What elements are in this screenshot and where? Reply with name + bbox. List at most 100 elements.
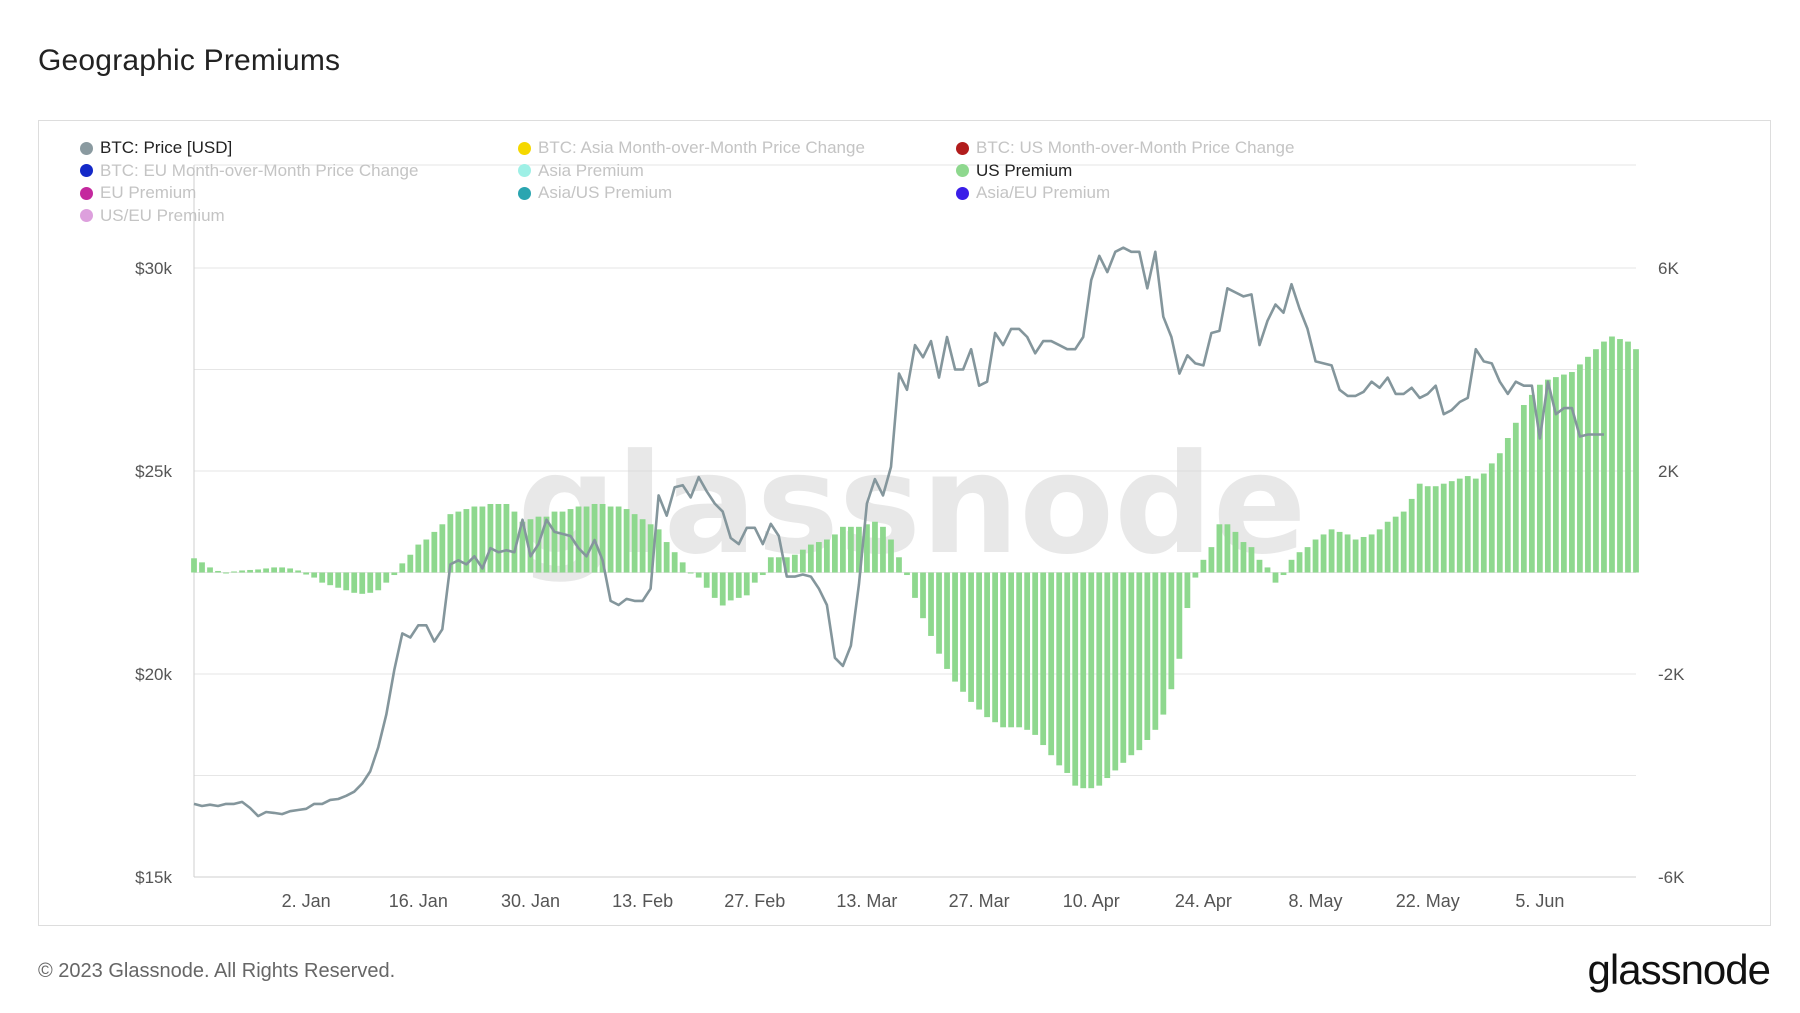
- legend-item[interactable]: EU Premium: [80, 183, 196, 203]
- us-premium-bar: [1512, 422, 1519, 573]
- legend-dot-icon: [956, 141, 969, 155]
- us-premium-bar: [479, 506, 486, 573]
- us-premium-bar: [1152, 572, 1159, 730]
- us-premium-bar: [703, 572, 710, 588]
- us-premium-bar: [1569, 372, 1575, 573]
- us-premium-bar: [1240, 542, 1247, 573]
- us-premium-bar: [495, 503, 502, 573]
- left-axis-tick-label: $25k: [135, 462, 172, 481]
- us-premium-bar: [1072, 572, 1079, 786]
- legend-item[interactable]: BTC: Price [USD]: [80, 138, 232, 158]
- us-premium-bar: [1464, 476, 1471, 573]
- us-premium-bar: [1248, 547, 1255, 573]
- us-premium-bar: [199, 562, 205, 573]
- btc-price-line: [193, 246, 1604, 818]
- us-premium-bar: [751, 572, 758, 583]
- legend-item[interactable]: US/EU Premium: [80, 206, 225, 226]
- us-premium-bar: [1304, 547, 1311, 573]
- us-premium-bar: [968, 572, 974, 702]
- us-premium-bar: [1360, 536, 1367, 573]
- us-premium-bar: [799, 549, 806, 573]
- us-premium-bar: [423, 539, 430, 573]
- us-premium-bar: [471, 506, 478, 573]
- legend-dot-icon: [518, 164, 531, 177]
- page-title: Geographic Premiums: [38, 44, 341, 77]
- legend-label: US/EU Premium: [100, 205, 225, 225]
- us-premium-bar: [1096, 572, 1103, 786]
- us-premium-bar: [1064, 572, 1071, 773]
- us-premium-bar: [271, 567, 277, 573]
- us-premium-bar: [1585, 356, 1591, 573]
- us-premium-bar: [279, 567, 286, 573]
- us-premium-bar: [1472, 478, 1479, 573]
- legend-item[interactable]: BTC: Asia Month-over-Month Price Change: [518, 138, 865, 158]
- us-premium-bar: [1328, 529, 1335, 573]
- us-premium-bar: [399, 563, 406, 573]
- us-premium-bar: [215, 570, 221, 573]
- us-premium-bar: [711, 572, 718, 598]
- legend-label: BTC: Asia Month-over-Month Price Change: [538, 138, 865, 157]
- x-axis-tick-label: 27. Mar: [949, 891, 1010, 911]
- us-premium-bar: [1032, 572, 1039, 735]
- us-premium-bar: [1480, 473, 1487, 573]
- us-premium-bar: [1176, 572, 1183, 659]
- us-premium-bar: [1376, 529, 1383, 573]
- us-premium-bar: [840, 526, 846, 573]
- legend-label: Asia Premium: [538, 160, 644, 180]
- legend-item[interactable]: US Premium: [956, 161, 1072, 181]
- us-premium-bar: [920, 572, 926, 619]
- us-premium-bar: [976, 572, 982, 710]
- us-premium-bar: [647, 524, 654, 573]
- us-premium-bar: [631, 514, 638, 573]
- legend-item[interactable]: Asia/US Premium: [518, 183, 672, 203]
- us-premium-bar: [1528, 394, 1535, 573]
- us-premium-bar: [367, 572, 374, 593]
- left-axis-tick-label: $15k: [135, 868, 172, 887]
- us-premium-bar: [391, 572, 398, 576]
- us-premium-bar: [767, 557, 774, 573]
- glassnode-logo[interactable]: glassnode: [1587, 946, 1771, 993]
- us-premium-bar: [1144, 572, 1151, 740]
- us-premium-bar: [944, 572, 950, 669]
- us-premium-bar: [1440, 483, 1447, 573]
- legend-label: BTC: EU Month-over-Month Price Change: [100, 160, 419, 180]
- us-premium-bar: [1056, 572, 1063, 766]
- x-axis-tick-label: 22. May: [1396, 891, 1460, 911]
- us-premium-bar: [1416, 483, 1423, 573]
- us-premium-bar: [543, 516, 550, 573]
- us-premium-bar: [191, 558, 197, 573]
- x-axis-tick-label: 2. Jan: [282, 891, 331, 911]
- legend-item[interactable]: BTC: EU Month-over-Month Price Change: [80, 161, 418, 181]
- us-premium-bar: [599, 503, 606, 573]
- us-premium-bar: [583, 506, 590, 573]
- us-premium-bar: [615, 506, 622, 573]
- us-premium-bar: [1272, 572, 1279, 583]
- us-premium-bar: [527, 519, 534, 573]
- us-premium-bar: [735, 572, 742, 598]
- us-premium-bar: [335, 572, 342, 588]
- us-premium-bar: [791, 554, 798, 573]
- us-premium-bar: [311, 572, 318, 578]
- us-premium-bar: [655, 529, 662, 573]
- legend-dot-icon: [518, 141, 531, 155]
- us-premium-bar: [1352, 539, 1359, 573]
- legend-item[interactable]: BTC: US Month-over-Month Price Change: [956, 138, 1294, 158]
- us-premium-bar: [872, 521, 878, 573]
- us-premium-bar: [952, 572, 958, 682]
- us-premium-bar: [1168, 572, 1175, 690]
- us-premium-bar: [1256, 559, 1263, 573]
- us-premium-bar: [1625, 341, 1631, 573]
- us-premium-bar: [1456, 478, 1463, 573]
- us-premium-bar: [1368, 534, 1375, 573]
- us-premium-bar: [936, 572, 942, 654]
- us-premium-bar: [1232, 531, 1239, 573]
- us-premium-bar: [888, 539, 894, 573]
- us-premium-bar: [255, 569, 261, 573]
- us-premium-bar: [1184, 572, 1191, 609]
- legend-item[interactable]: Asia/EU Premium: [956, 183, 1110, 203]
- us-premium-bar: [567, 509, 574, 573]
- legend-item[interactable]: Asia Premium: [518, 161, 644, 181]
- us-premium-bar: [928, 572, 934, 636]
- legend-dot-icon: [80, 186, 93, 200]
- x-axis-tick-label: 13. Feb: [612, 891, 673, 911]
